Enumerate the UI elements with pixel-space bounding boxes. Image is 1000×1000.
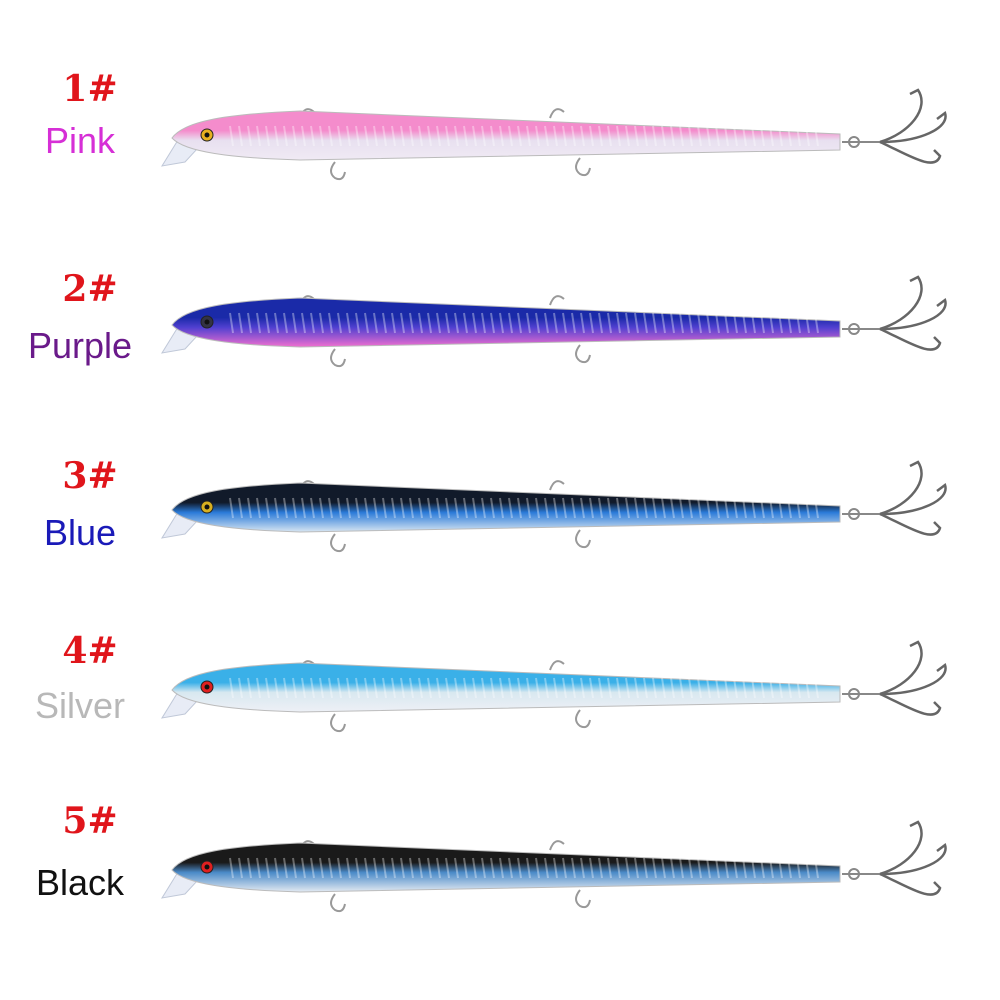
lure xyxy=(160,460,947,553)
belly-hook-icon xyxy=(330,348,346,368)
belly-hook-icon xyxy=(330,713,346,733)
hook-point-icon xyxy=(549,480,565,491)
lure-body xyxy=(171,110,841,161)
treble-hook-icon xyxy=(842,88,947,164)
belly-hook-icon xyxy=(575,529,591,549)
lure-number: 4# xyxy=(62,630,118,672)
lure-body xyxy=(171,842,841,893)
belly-hook-icon xyxy=(330,893,346,913)
lure xyxy=(160,88,947,181)
lure-color-name: Purple xyxy=(27,325,133,366)
belly-hook-icon xyxy=(575,157,591,177)
lure-body xyxy=(171,662,841,713)
lure xyxy=(160,820,947,913)
hook-point-icon xyxy=(549,840,565,851)
lure-color-name: Pink xyxy=(44,120,116,161)
lure-body xyxy=(171,297,841,348)
lure-number: 2# xyxy=(62,268,118,310)
hook-point-icon xyxy=(549,108,565,119)
hook-point-icon xyxy=(549,295,565,306)
lure xyxy=(160,275,947,368)
lure-number: 1# xyxy=(62,68,118,110)
lure-number: 5# xyxy=(62,800,118,842)
belly-hook-icon xyxy=(575,344,591,364)
belly-hook-icon xyxy=(330,161,346,181)
treble-hook-icon xyxy=(842,640,947,716)
treble-hook-icon xyxy=(842,460,947,536)
lure-color-name: Black xyxy=(35,862,125,903)
belly-hook-icon xyxy=(575,889,591,909)
hook-point-icon xyxy=(549,660,565,671)
belly-hook-icon xyxy=(330,533,346,553)
treble-hook-icon xyxy=(842,275,947,351)
lure-body xyxy=(171,482,841,533)
lure-color-name: Silver xyxy=(34,685,126,726)
lure-color-name: Blue xyxy=(43,512,117,553)
lure-number: 3# xyxy=(62,455,118,497)
treble-hook-icon xyxy=(842,820,947,896)
lure xyxy=(160,640,947,733)
belly-hook-icon xyxy=(575,709,591,729)
